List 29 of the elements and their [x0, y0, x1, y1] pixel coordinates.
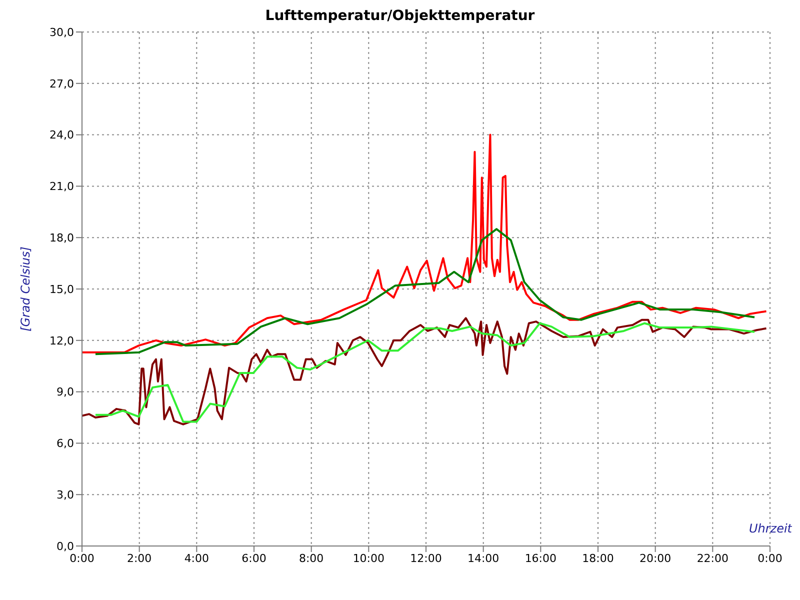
- x-tick-label: 18:00: [582, 552, 614, 565]
- y-axis-title: [Grad Celsius]: [18, 246, 32, 332]
- x-tick-label: 14:00: [467, 552, 500, 565]
- y-tick-label: 3,0: [56, 488, 74, 502]
- x-axis-title: Uhrzeit: [748, 522, 794, 536]
- y-tick-label: 6,0: [56, 437, 74, 450]
- y-tick-label: 27,0: [50, 77, 74, 90]
- x-tick-label: 10:00: [352, 552, 385, 565]
- x-tick-label: 22:00: [696, 552, 729, 565]
- x-tick-label: 0:00: [70, 552, 94, 565]
- y-tick-label: 15,0: [50, 282, 74, 296]
- x-tick-label: 16:00: [524, 552, 557, 565]
- x-tick-label: 2:00: [126, 552, 152, 565]
- y-tick-label: 24,0: [50, 128, 74, 142]
- x-tick-label: 4:00: [184, 552, 210, 565]
- y-tick-label: 9,0: [56, 386, 74, 399]
- y-tick-label: 12,0: [50, 334, 74, 348]
- x-tick-label: 6:00: [242, 552, 266, 565]
- y-tick-label: 21,0: [50, 180, 74, 194]
- chart-title: Lufttemperatur/Objekttemperatur: [264, 8, 536, 26]
- x-tick-label: 8:00: [298, 552, 324, 565]
- line-series: [82, 134, 768, 354]
- y-tick-label: 18,0: [50, 232, 74, 245]
- line-series: [94, 228, 756, 356]
- x-tick-label: 0:00: [758, 552, 782, 565]
- y-tick-label: 30,0: [50, 26, 74, 39]
- x-tick-label: 12:00: [410, 552, 442, 565]
- y-tick-label: 0,0: [56, 540, 74, 553]
- x-tick-label: 20:00: [639, 552, 672, 565]
